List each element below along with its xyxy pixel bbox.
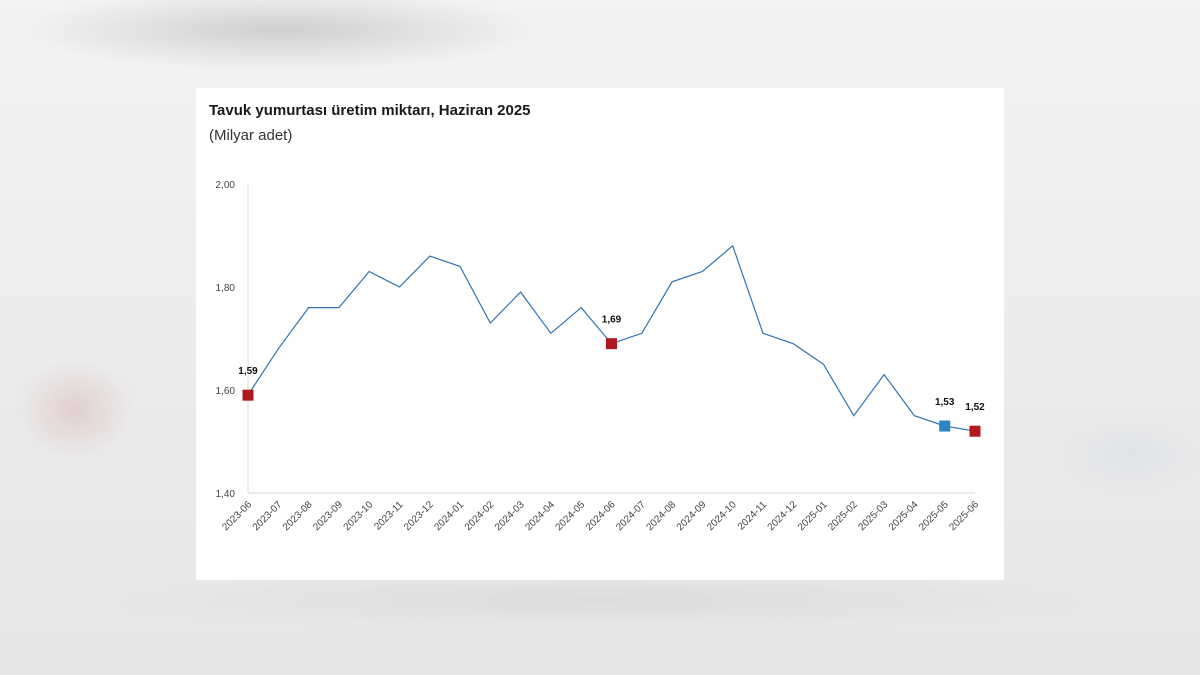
x-tick-label: 2024-02: [463, 499, 497, 533]
x-tick-label: 2024-04: [523, 499, 557, 533]
x-tick-label: 2023-09: [311, 499, 345, 533]
data-point-marker: [969, 425, 981, 437]
x-tick-label: 2023-07: [251, 499, 285, 533]
x-tick-label: 2024-11: [736, 499, 770, 533]
y-tick-label: 1,60: [216, 386, 236, 397]
x-tick-label: 2023-10: [342, 499, 376, 533]
x-tick-label: 2025-02: [826, 499, 860, 533]
data-label: 1,52: [965, 402, 985, 413]
x-tick-label: 2025-01: [796, 499, 830, 533]
y-tick-label: 1,80: [216, 283, 236, 294]
x-tick-label: 2025-04: [887, 499, 921, 533]
data-label: 1,53: [935, 397, 955, 408]
line-chart: 1,401,601,802,00 2023-062023-072023-0820…: [216, 180, 986, 533]
x-tick-label: 2024-03: [493, 499, 527, 533]
x-tick-label: 2024-12: [766, 499, 800, 533]
data-point-marker: [242, 389, 254, 401]
x-tick-label: 2025-06: [947, 499, 981, 533]
x-tick-label: 2024-05: [554, 499, 588, 533]
x-tick-label: 2024-10: [705, 499, 739, 533]
data-point-marker: [606, 338, 617, 350]
data-label: 1,69: [602, 315, 622, 326]
data-label: 1,59: [238, 366, 258, 377]
x-tick-label: 2024-01: [432, 499, 466, 533]
x-tick-label: 2024-06: [584, 499, 618, 533]
x-tick-label: 2023-11: [372, 499, 406, 533]
highlight-markers: 1,59 1,69 1,53 1,52: [238, 315, 985, 437]
data-point-marker: [939, 420, 951, 432]
y-tick-label: 1,40: [216, 489, 236, 500]
y-axis-ticks: 1,40 1,60 1,80 2,00: [216, 180, 236, 500]
x-tick-label: 2025-05: [917, 499, 951, 533]
x-tick-label: 2023-12: [402, 499, 436, 533]
x-tick-label: 2024-09: [675, 499, 709, 533]
chart-title: Tavuk yumurtası üretim miktarı, Haziran …: [209, 102, 531, 119]
chart-card: Tavuk yumurtası üretim miktarı, Haziran …: [196, 88, 1004, 580]
x-tick-label: 2024-07: [614, 499, 648, 533]
x-tick-label: 2023-08: [281, 499, 315, 533]
x-axis-ticks: 2023-062023-072023-082023-092023-102023-…: [220, 499, 981, 533]
x-tick-label: 2023-06: [220, 499, 254, 533]
y-tick-label: 2,00: [216, 180, 236, 191]
x-tick-label: 2025-03: [857, 499, 891, 533]
chart-axes: [247, 184, 975, 494]
chart-subtitle: (Milyar adet): [209, 127, 293, 144]
x-tick-label: 2024-08: [644, 499, 678, 533]
